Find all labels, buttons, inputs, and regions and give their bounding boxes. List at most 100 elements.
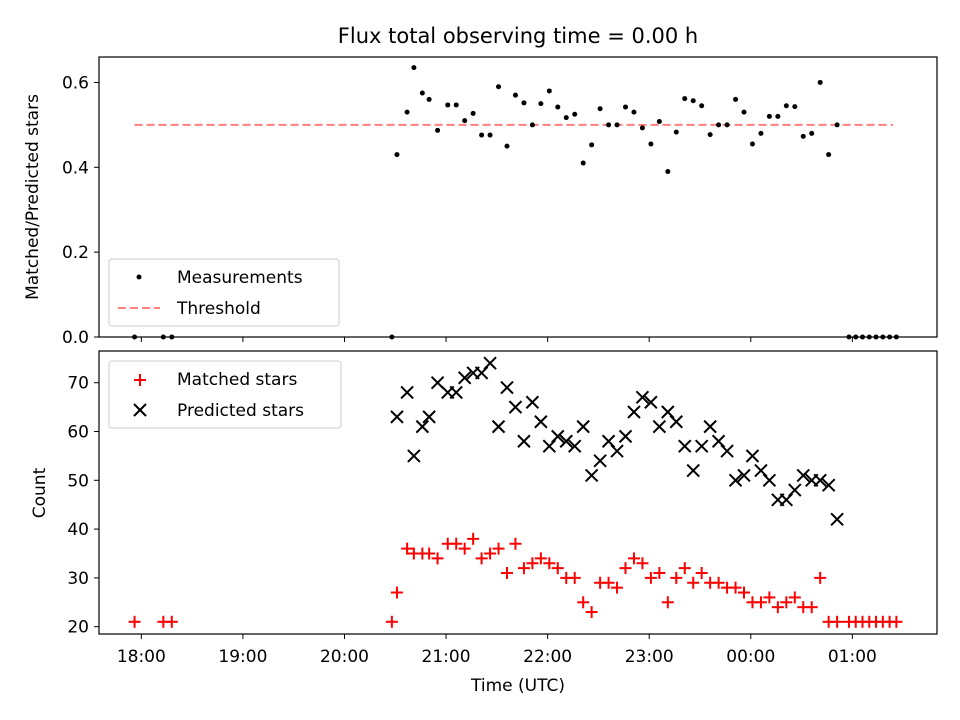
ratio-y-tick-label: 0.2 xyxy=(62,243,89,263)
matched-point xyxy=(401,542,414,555)
measurement-point xyxy=(707,132,713,138)
predicted-point xyxy=(457,371,472,385)
matched-point xyxy=(695,567,708,580)
legend-predicted-label: Predicted stars xyxy=(177,401,304,421)
measurement-point xyxy=(749,141,755,147)
measurement-point xyxy=(690,98,696,104)
predicted-point xyxy=(576,419,590,434)
count-y-tick-label: 60 xyxy=(67,423,89,443)
matched-point xyxy=(627,552,640,565)
ratio-y-axis-label: Matched/Predicted stars xyxy=(23,94,43,300)
predicted-point xyxy=(449,385,463,400)
matched-point xyxy=(431,552,444,565)
predicted-point xyxy=(407,449,421,463)
measurement-point xyxy=(426,96,432,102)
predicted-point xyxy=(400,385,414,400)
predicted-point xyxy=(720,444,734,458)
matched-point xyxy=(738,586,751,599)
measurement-point xyxy=(766,113,772,119)
legend-measurements-marker xyxy=(136,274,142,280)
x-tick-label: 19:00 xyxy=(218,647,267,667)
measurement-point xyxy=(631,109,637,115)
matched-point xyxy=(467,532,480,545)
matched-point xyxy=(551,562,564,575)
matched-point xyxy=(712,576,725,589)
count-panel: 18:00 19:00 20:00 21:00 22:00 23:00 00:00 01:00… xyxy=(30,350,938,667)
matched-point xyxy=(636,557,649,570)
matched-point xyxy=(754,596,767,609)
matched-point xyxy=(805,601,818,614)
matched-point xyxy=(509,537,522,550)
matched-point xyxy=(385,615,398,628)
measurement-point xyxy=(614,122,620,128)
legend-predicted-marker xyxy=(133,403,147,417)
matched-point xyxy=(390,586,403,599)
measurement-point xyxy=(504,143,510,149)
predicted-point xyxy=(686,463,700,478)
predicted-point xyxy=(813,473,827,488)
predicted-point xyxy=(517,434,531,448)
count-y-tick-label: 70 xyxy=(67,374,89,394)
matched-point xyxy=(526,557,539,570)
measurement-point xyxy=(648,141,654,147)
chart-title: Flux total observing time = 0.00 h xyxy=(338,24,698,48)
predicted-point xyxy=(559,434,573,448)
predicted-point xyxy=(390,410,404,424)
predicted-point xyxy=(508,400,523,414)
predicted-point xyxy=(415,419,430,434)
measurement-point xyxy=(809,130,815,136)
measurement-point xyxy=(724,122,730,128)
measurement-point xyxy=(521,100,527,106)
predicted-point xyxy=(627,405,641,419)
predicted-point xyxy=(796,468,810,483)
measurement-point xyxy=(826,152,832,158)
matched-point xyxy=(644,571,657,584)
matched-point xyxy=(670,571,683,584)
predicted-point xyxy=(830,512,844,527)
matched-point xyxy=(890,615,903,628)
x-tick-label: 23:00 xyxy=(625,647,674,667)
count-y-tick-label: 30 xyxy=(67,569,89,589)
matched-point xyxy=(568,571,581,584)
measurement-point xyxy=(783,103,789,109)
legend-matched-label: Matched stars xyxy=(177,370,297,390)
x-axis-label: Time (UTC) xyxy=(470,676,565,696)
ratio-panel: 0.0 0.2 0.4 0.6 Matched/Predicted stars Mea… xyxy=(23,56,938,348)
predicted-point xyxy=(821,478,836,492)
measurement-point xyxy=(639,125,645,131)
measurement-point xyxy=(394,152,400,158)
legend-matched-marker xyxy=(134,374,146,386)
x-tick-label: 22:00 xyxy=(523,647,572,667)
matched-point xyxy=(165,615,178,628)
matched-point xyxy=(602,576,615,589)
matched-point xyxy=(492,542,505,555)
predicted-point xyxy=(422,410,436,424)
measurement-point xyxy=(563,115,569,121)
measurement-point xyxy=(580,160,586,166)
ratio-marks xyxy=(132,65,899,340)
measurement-point xyxy=(589,142,595,148)
count-legend-box xyxy=(108,360,342,429)
predicted-point xyxy=(652,419,667,434)
predicted-point xyxy=(584,468,599,483)
measurement-point xyxy=(462,118,468,124)
matched-point xyxy=(450,537,463,550)
measurement-point xyxy=(673,129,679,135)
x-tick-label: 21:00 xyxy=(422,647,471,667)
predicted-point xyxy=(728,473,743,488)
predicted-point xyxy=(593,454,607,468)
measurement-point xyxy=(800,133,806,139)
matched-point xyxy=(577,596,590,609)
measurement-point xyxy=(817,79,823,85)
ratio-y-tick-label: 0.0 xyxy=(62,328,89,348)
matched-point xyxy=(831,615,844,628)
matched-point xyxy=(619,562,632,575)
x-tick-label: 18:00 xyxy=(117,647,166,667)
matched-point xyxy=(763,591,776,604)
measurement-point xyxy=(411,65,417,71)
measurement-point xyxy=(792,104,798,110)
matched-point xyxy=(687,576,700,589)
predicted-point xyxy=(534,415,548,429)
predicted-point xyxy=(618,429,633,444)
measurement-point xyxy=(419,90,425,96)
